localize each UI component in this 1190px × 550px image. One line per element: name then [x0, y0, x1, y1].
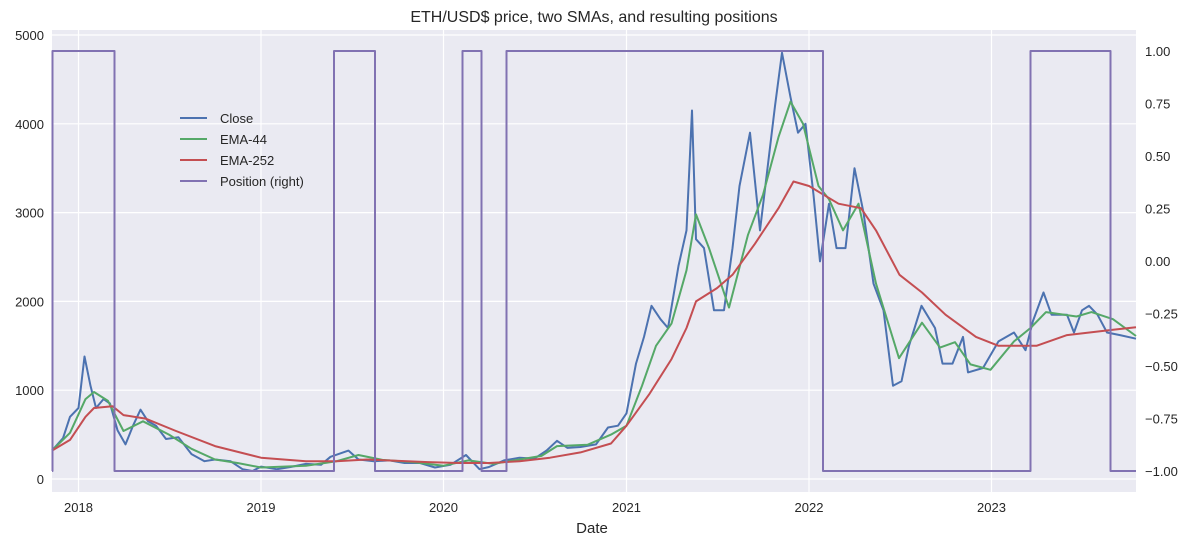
grid: [52, 30, 1136, 492]
series-line-position-right: [51, 50, 1136, 472]
legend-label: Position (right): [220, 174, 304, 189]
y-tick-label: 0: [37, 472, 44, 487]
x-tick-label: 2018: [64, 500, 93, 515]
y2-tick-label: 0.75: [1145, 97, 1170, 112]
y2-tick-label: 0.00: [1145, 254, 1170, 269]
x-tick-label: 2022: [795, 500, 824, 515]
plot-area: [52, 30, 1136, 492]
y-tick-label: 5000: [15, 28, 44, 43]
legend-label: EMA-44: [220, 132, 267, 147]
y2-tick-label: 0.25: [1145, 202, 1170, 217]
x-tick-label: 2019: [247, 500, 276, 515]
y-ticks: 0 1000 2000 3000 4000 5000: [15, 28, 44, 487]
y-tick-label: 2000: [15, 294, 44, 309]
series-line-ema-44: [51, 100, 1137, 469]
y2-tick-label: 0.50: [1145, 149, 1170, 164]
series-line-close: [51, 51, 1137, 472]
y-tick-label: 3000: [15, 206, 44, 221]
y2-tick-label: −1.00: [1145, 464, 1178, 479]
chart-title: ETH/USD$ price, two SMAs, and resulting …: [410, 9, 777, 26]
y2-tick-label: −0.25: [1145, 307, 1178, 322]
y2-tick-label: −0.75: [1145, 412, 1178, 427]
series-layer: [51, 50, 1137, 472]
y2-tick-label: 1.00: [1145, 44, 1170, 59]
x-tick-label: 2021: [612, 500, 641, 515]
legend: Close EMA-44 EMA-252 Position (right): [180, 111, 304, 189]
legend-label: EMA-252: [220, 153, 274, 168]
y-tick-label: 4000: [15, 117, 44, 132]
legend-label: Close: [220, 111, 253, 126]
y-tick-label: 1000: [15, 383, 44, 398]
x-tick-label: 2023: [977, 500, 1006, 515]
series-line-ema-252: [51, 180, 1137, 464]
x-ticks: 2018 2019 2020 2021 2022 2023: [64, 500, 1006, 515]
x-axis-label: Date: [576, 520, 608, 537]
x-tick-label: 2020: [429, 500, 458, 515]
y2-tick-label: −0.50: [1145, 359, 1178, 374]
y2-ticks: −1.00 −0.75 −0.50 −0.25 0.00 0.25 0.50 0.75 1.00: [1145, 44, 1178, 479]
